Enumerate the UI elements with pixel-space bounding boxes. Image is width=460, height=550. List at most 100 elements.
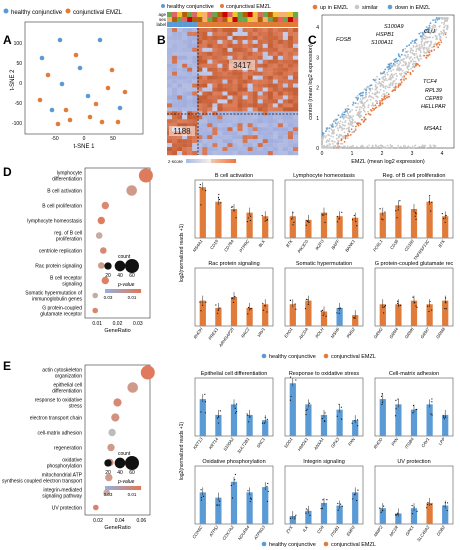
dotplot-term-label: stress [69,404,83,410]
zscore-swatch [216,159,219,163]
heatmap-cell [247,119,253,124]
scatter-point [431,27,434,30]
barplot-point [397,512,399,514]
scatter-point [352,104,355,106]
heatmap-cell [277,111,284,116]
scatter-point [382,84,384,86]
scatter-point [361,105,364,107]
barplot-point [394,415,397,417]
barplot-point [382,219,384,221]
heatmap-cell [167,43,173,49]
barplot-point [446,509,448,512]
heatmap-cell [247,35,253,41]
legend-d-dot-emzl [323,353,329,359]
dotplot-count-value: 20 [105,273,111,279]
heatmap-cell [272,47,279,53]
heatmap-cell [222,63,228,68]
scatter-point [380,83,383,85]
heatmap-cell [287,99,294,104]
barplot-point [397,302,399,304]
heatmap-cell [242,107,248,112]
heatmap-cell [197,39,203,45]
dotplot-term-label: integrin-mediated [43,488,82,494]
scatter-point [438,34,441,37]
heatmap-cell [202,67,208,72]
scatter-point [370,84,373,86]
heatmap-annot-cell [292,12,299,17]
dotplot-pvalue-swatch [132,486,136,490]
scatter-point [342,127,344,130]
heatmap-cell [177,87,183,92]
heatmap-cell [292,111,299,116]
barplot-gene-label: EXO1 [283,327,294,339]
heatmap-cell [262,147,268,152]
heatmap-cell [192,67,198,72]
scatter-point [363,88,366,90]
heatmap-cell [282,28,289,33]
barplot-point [217,196,220,198]
heatmap-cell [272,103,279,108]
heatmap-cell [202,47,208,53]
heatmap-annot-cell [182,22,188,27]
heatmap-cell [257,135,263,140]
heatmap-cell [217,91,223,96]
barplot-point [218,198,221,201]
heatmap-cell [217,51,223,56]
dotplot-pvalue-swatch [117,289,121,293]
heatmap-cell [187,139,193,144]
heatmap-cell [292,67,299,72]
barplot-point [267,482,269,485]
heatmap-cell [287,63,294,68]
barplot-point [294,518,296,520]
heatmap-cell [177,83,183,88]
barplot-point [231,297,234,299]
heatmap-cell [262,31,268,37]
barplot-point [384,211,386,213]
heatmap-cell [247,111,253,116]
dotplot-pvalue-tick: 0.01 [128,295,137,300]
scatter-point [344,120,347,122]
heatmap-cell [172,59,178,64]
heatmap-cell [177,123,183,128]
legend-e-dot-healthy [261,541,267,547]
heatmap-cell [272,151,279,156]
heatmap-cell [187,31,193,37]
dotplot-pvalue-label: p-value [117,479,135,485]
heatmap-count-down: 1188 [173,127,191,136]
scatter-point [381,145,384,147]
scatter-point [362,109,365,112]
heatmap-cell [212,135,218,140]
scatter-point [426,54,428,57]
heatmap-cell [292,107,299,112]
scatter-point [378,104,380,107]
heatmap-cell [237,99,243,104]
heatmap-cell [172,151,178,156]
dotplot-dot [126,185,137,196]
dotplot-pvalue-label: p-value [117,282,135,288]
dotplot-term-label: cell-matrix adhesion [38,431,83,437]
scatter-point [357,102,360,105]
scatter-point [434,28,436,31]
legend-label-emzl: conjunctival EMZL [73,10,123,16]
heatmap-cell [202,39,208,45]
heatmap-cell [182,39,188,45]
heatmap-cell [187,107,193,112]
heatmap-cell [257,107,263,112]
heatmap-cell [232,39,238,45]
legend-label-healthy: healthy conjunctive [11,10,63,16]
heatmap-cell [267,43,274,49]
scatter-point [418,59,420,62]
barplot-point [431,309,433,311]
heatmap-cell [182,83,188,88]
heatmap-cell [172,139,178,144]
barplot-gene-label: SNC1 [256,437,267,449]
barplot-point [249,500,251,503]
barplot-point [352,498,354,500]
heatmap-cell [207,107,213,112]
scatter-point [401,76,404,78]
barplot-gene-label: ANXA1 [312,437,325,452]
heatmap-annot-cell [282,22,289,27]
heatmap-annot-cell [222,17,228,22]
barplot-point [307,303,309,306]
